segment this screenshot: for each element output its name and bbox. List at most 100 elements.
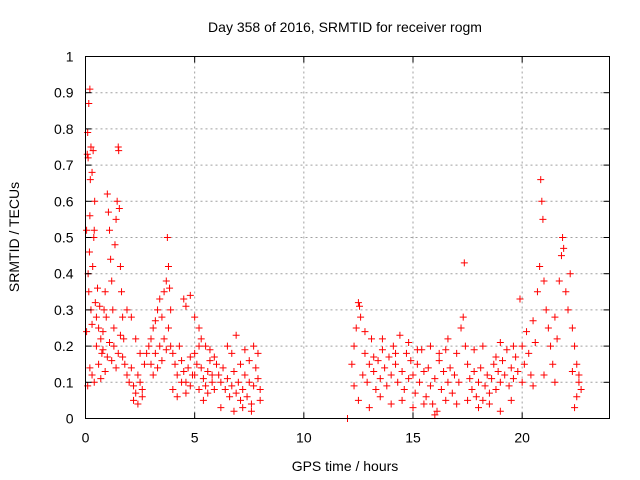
data-point (94, 284, 102, 292)
data-point (191, 371, 199, 379)
data-point (435, 349, 443, 357)
data-point (109, 306, 117, 314)
data-point (92, 342, 100, 350)
data-point (549, 360, 557, 368)
x-tick-label: 15 (405, 430, 421, 446)
data-point (252, 364, 260, 372)
data-point (132, 389, 140, 397)
data-point (85, 100, 93, 108)
data-point (215, 371, 223, 379)
data-point (507, 364, 515, 372)
data-point (398, 396, 406, 404)
data-point (169, 386, 177, 394)
data-point (392, 360, 400, 368)
data-point (400, 386, 408, 394)
data-point (97, 335, 105, 343)
data-point (88, 320, 96, 328)
data-point (247, 407, 255, 415)
data-point (114, 349, 122, 357)
data-point (99, 346, 107, 354)
data-point (118, 288, 126, 296)
data-point (363, 378, 371, 386)
data-point (239, 386, 247, 394)
data-point (514, 367, 522, 375)
data-point (101, 288, 109, 296)
data-point (575, 371, 583, 379)
data-point (420, 400, 428, 408)
data-point (544, 324, 552, 332)
data-point (361, 328, 369, 336)
data-point (354, 396, 362, 404)
data-point (167, 342, 175, 350)
data-point (226, 393, 234, 401)
data-point (173, 393, 181, 401)
data-point (250, 382, 258, 390)
data-point (256, 396, 264, 404)
data-point (85, 288, 93, 296)
data-point (178, 378, 186, 386)
data-point (92, 313, 100, 321)
data-point (197, 364, 205, 372)
data-point (496, 378, 504, 386)
data-point (86, 176, 94, 184)
data-point (559, 234, 567, 241)
data-point (166, 284, 174, 292)
data-point (208, 371, 216, 379)
data-point (123, 371, 131, 379)
data-point (485, 389, 493, 397)
data-point (103, 190, 111, 198)
data-point (459, 313, 467, 321)
data-point (112, 215, 120, 223)
data-point (485, 400, 493, 408)
data-point (136, 349, 144, 357)
data-point (536, 262, 544, 270)
data-point (537, 176, 545, 184)
data-point (551, 313, 559, 321)
data-point (108, 277, 116, 285)
data-point (509, 342, 517, 350)
data-point (232, 389, 240, 397)
data-point (376, 393, 384, 401)
data-point (444, 378, 452, 386)
data-point (206, 357, 214, 365)
data-point (136, 378, 144, 386)
data-point (553, 335, 561, 343)
data-point (374, 357, 382, 365)
data-point (413, 360, 421, 368)
data-point (444, 335, 452, 343)
data-point (461, 342, 469, 350)
data-point (405, 338, 413, 346)
data-point (424, 364, 432, 372)
data-point (466, 375, 474, 383)
data-point (97, 375, 105, 383)
data-point (186, 353, 194, 361)
data-point (540, 371, 548, 379)
data-point (186, 291, 194, 299)
data-point (230, 367, 238, 375)
data-point (555, 277, 563, 285)
data-point (557, 252, 565, 260)
data-point (95, 324, 103, 332)
data-point (475, 404, 482, 412)
data-point (156, 295, 164, 303)
data-point (119, 313, 127, 321)
data-point (217, 378, 225, 386)
data-point (206, 346, 214, 354)
data-point (160, 335, 168, 343)
data-point (416, 378, 424, 386)
data-point (202, 382, 210, 390)
data-point (490, 360, 498, 368)
data-point (140, 360, 148, 368)
data-point (568, 367, 576, 375)
data-point (409, 404, 417, 412)
data-point (111, 241, 119, 249)
data-point (538, 197, 546, 205)
data-point (481, 382, 489, 390)
data-point (575, 378, 583, 386)
data-point (204, 389, 212, 397)
data-point (160, 288, 168, 296)
data-point (571, 342, 579, 350)
data-point (223, 375, 231, 383)
data-point (147, 335, 155, 343)
